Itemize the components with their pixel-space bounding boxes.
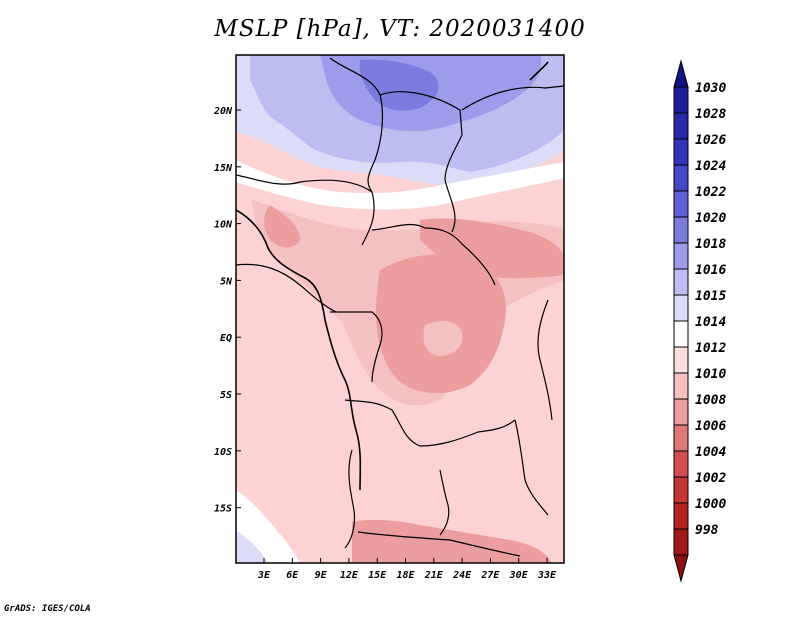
colorbar-label: 1004 [695, 445, 726, 460]
colorbar-label: 1014 [695, 315, 726, 330]
colorbar-label: 1002 [695, 471, 726, 486]
lat-label: 10N [214, 220, 233, 231]
lat-label: 5N [220, 276, 233, 287]
south-high-1016 [236, 530, 268, 563]
colorbar-swatch [673, 294, 689, 322]
lon-label: 18E [396, 570, 415, 581]
borders [236, 57, 564, 557]
colorbar-label: 1026 [695, 133, 726, 148]
colorbar-swatch [673, 268, 689, 296]
colorbar-swatch [673, 398, 689, 426]
colorbar-swatch [673, 424, 689, 452]
low-pressure-1008-north [420, 218, 564, 279]
colorbar-label: 1015 [695, 289, 726, 304]
colorbar-swatch [673, 190, 689, 218]
colorbar-swatch [673, 320, 689, 348]
lon-label: 21E [424, 570, 444, 581]
lat-label: 20N [213, 106, 233, 117]
coastline [236, 61, 549, 491]
colorbar-swatch [673, 164, 689, 192]
colorbar-label: 1020 [695, 211, 726, 226]
colorbar-swatch [673, 86, 689, 114]
lat-label: 15N [214, 163, 233, 174]
lon-label: 3E [257, 570, 271, 581]
colorbar-swatch [673, 476, 689, 504]
colorbar-swatch [673, 216, 689, 244]
colorbar-label: 1012 [695, 341, 726, 356]
colorbar-label: 1010 [695, 367, 726, 382]
colorbar-label: 998 [695, 523, 719, 538]
colorbar: 1030 1028 1026 1024 1022 1020 1018 1016 1015 1014… [673, 59, 726, 583]
lat-label: 10S [214, 447, 232, 458]
pressure-field [236, 55, 564, 563]
colorbar-label: 1030 [695, 81, 726, 96]
colorbar-bottom-triangle [673, 554, 689, 583]
colorbar-swatch [673, 138, 689, 166]
credit-label: GrADS: IGES/COLA [4, 604, 91, 614]
transition-band [236, 160, 564, 210]
colorbar-top-triangle [673, 59, 689, 88]
colorbar-label: 1000 [695, 497, 726, 512]
colorbar-label: 1024 [695, 159, 726, 174]
lon-label: 12E [340, 570, 359, 581]
colorbar-swatch [673, 112, 689, 140]
low-pressure-1008-west [264, 205, 300, 248]
latitude-axis: 20N 15N 10N 5N EQ 5S 10S 15S [213, 106, 241, 515]
colorbar-label: 1018 [695, 237, 726, 252]
lon-label: 6E [286, 570, 299, 581]
lon-label: 24E [452, 570, 472, 581]
colorbar-label: 1016 [695, 263, 726, 278]
lat-label: EQ [220, 333, 232, 344]
lat-label: 15S [214, 504, 232, 515]
chart-title: MSLP [hPa], VT: 2020031400 [214, 16, 586, 42]
lon-label: 15E [368, 570, 387, 581]
low-pressure-cell [423, 320, 463, 356]
lon-label: 27E [480, 570, 500, 581]
colorbar-label: 1006 [695, 419, 726, 434]
colorbar-swatch [673, 528, 689, 556]
colorbar-swatch [673, 242, 689, 270]
lat-label: 5S [220, 390, 232, 401]
lon-label: 9E [315, 570, 328, 581]
lon-label: 33E [537, 570, 557, 581]
colorbar-swatch [673, 450, 689, 478]
colorbar-swatch [673, 372, 689, 400]
colorbar-label: 1008 [695, 393, 726, 408]
colorbar-swatch [673, 346, 689, 374]
map-frame [235, 54, 565, 564]
colorbar-swatch [673, 502, 689, 530]
colorbar-label: 1028 [695, 107, 726, 122]
high-pressure-1022 [359, 59, 439, 111]
colorbar-label: 1022 [695, 185, 726, 200]
longitude-axis: 3E 6E 9E 12E 15E 18E 21E 24E 27E 30E 33E [257, 558, 557, 581]
lon-label: 30E [509, 570, 529, 581]
